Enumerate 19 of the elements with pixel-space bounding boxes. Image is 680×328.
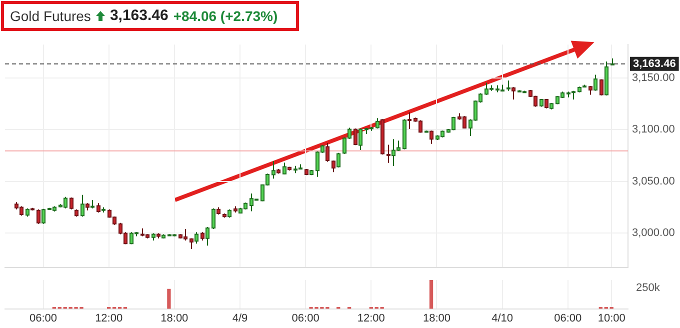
x-tick-label: 12:00 bbox=[95, 312, 123, 324]
y-tick-label: 3,100.00 bbox=[632, 124, 675, 136]
x-tick-label: 12:00 bbox=[357, 312, 385, 324]
text: +84.06 (+2.73%) bbox=[173, 8, 278, 24]
x-tick-label: 4/10 bbox=[492, 312, 514, 324]
text: 250k bbox=[636, 282, 660, 294]
x-tick-label: 4/9 bbox=[232, 312, 248, 324]
y-tick-label: 3,000.00 bbox=[632, 227, 675, 240]
x-tick-label: 18:00 bbox=[160, 312, 188, 324]
chart-title: Gold Futures bbox=[10, 8, 91, 24]
x-tick-label: 18:00 bbox=[422, 312, 450, 324]
ref-line-label: 3,163.46 bbox=[633, 58, 676, 70]
y-tick-label: 3,150.00 bbox=[632, 72, 675, 84]
text: 3,163.46 bbox=[110, 7, 168, 24]
x-tick-label: 06:00 bbox=[29, 312, 58, 324]
x-tick-label: 06:00 bbox=[292, 312, 320, 324]
y-tick-label: 3,050.00 bbox=[632, 175, 675, 188]
x-tick-label: 10:00 bbox=[598, 312, 626, 324]
x-tick-label: 06:00 bbox=[554, 312, 582, 324]
